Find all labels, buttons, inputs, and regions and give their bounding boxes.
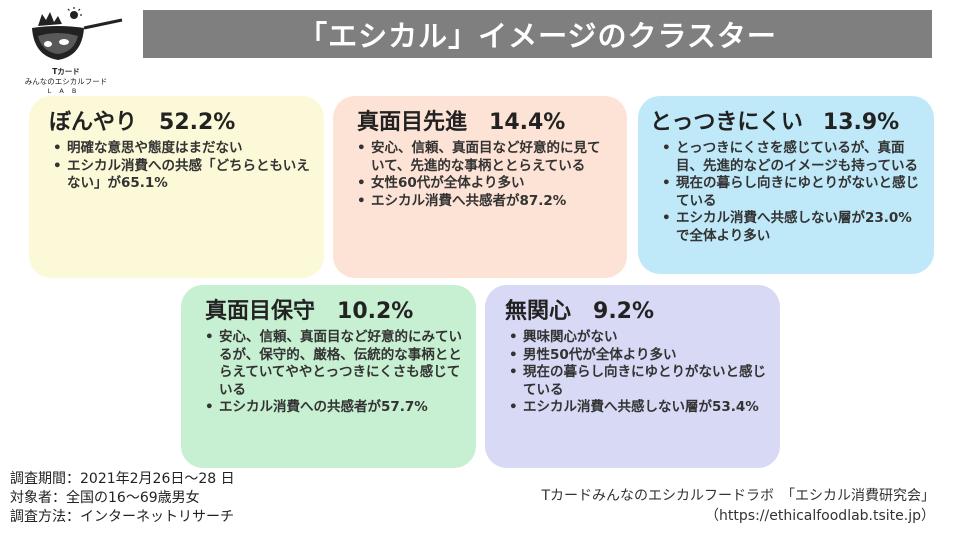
cluster-heading: ぼんやり 52.2% — [49, 104, 310, 136]
cluster-heading: 無関心 9.2% — [505, 293, 766, 325]
cluster-bullet-list: とっつきにくさを感じているが、真面目、先進的などのイメージも持っている 現在の暮… — [658, 140, 920, 245]
credit-line2: （https://ethicalfoodlab.tsite.jp） — [705, 508, 935, 524]
cluster-name: とっつきにくい — [650, 110, 803, 135]
cluster-bullet: 現在の暮らし向きにゆとりがないと感じている — [658, 175, 920, 210]
cluster-bullet: 安心、信頼、真面目など好意的にみているが、保守的、厳格、伝統的な事柄ととらえてい… — [201, 329, 462, 399]
survey-target: 対象者：全国の16～69歳男女 — [10, 490, 200, 506]
logo-line1: Tカード — [52, 67, 80, 76]
cluster-bullet-list: 明確な意思や態度はまだない エシカル消費への共感「どちらともいえない」が65.1… — [49, 140, 310, 193]
cluster-bullet: 安心、信頼、真面目など好意的に見ていて、先進的な事柄ととらえている — [353, 140, 613, 175]
cluster-name: 真面目保守 — [205, 299, 316, 324]
cluster-bullet: エシカル消費へ共感しない層が53.4% — [505, 399, 766, 417]
cluster-percent: 9.2% — [593, 299, 655, 324]
cluster-card-majime-senshin: 真面目先進 14.4% 安心、信頼、真面目など好意的に見ていて、先進的な事柄ととら… — [333, 96, 627, 278]
cluster-card-mukanshin: 無関心 9.2% 興味関心がない 男性50代が全体より多い 現在の暮らし向きにゆと… — [485, 285, 780, 468]
cluster-bullet: エシカル消費への共感者が57.7% — [201, 399, 462, 417]
cluster-name: ぼんやり — [49, 110, 138, 135]
pot-logo-icon — [32, 7, 123, 60]
cluster-bullet: エシカル消費へ共感しない層が23.0%で全体より多い — [658, 210, 920, 245]
credit-line1: Tカードみんなのエシカルフードラボ 「エシカル消費研究会」 — [541, 488, 935, 504]
cluster-bullet: 男性50代が全体より多い — [505, 347, 766, 365]
cluster-card-bonyari: ぼんやり 52.2% 明確な意思や態度はまだない エシカル消費への共感「どちらとも… — [29, 96, 324, 278]
cluster-bullet: 女性60代が全体より多い — [353, 175, 613, 193]
cluster-percent: 10.2% — [337, 299, 414, 324]
cluster-name: 真面目先進 — [357, 110, 468, 135]
logo-line3: LAB — [47, 87, 85, 95]
cluster-bullet: エシカル消費への共感「どちらともいえない」が65.1% — [49, 158, 310, 193]
survey-method: 調査方法：インターネットリサーチ — [10, 509, 234, 525]
cluster-heading: 真面目先進 14.4% — [353, 104, 613, 136]
cluster-heading: 真面目保守 10.2% — [201, 293, 462, 325]
cluster-bullet: 現在の暮らし向きにゆとりがないと感じている — [505, 364, 766, 399]
cluster-percent: 14.4% — [489, 110, 566, 135]
cluster-percent: 52.2% — [159, 110, 236, 135]
cluster-heading: とっつきにくい 13.9% — [650, 104, 920, 136]
logo-line2: みんなのエシカルフード — [24, 77, 108, 86]
cluster-bullet: とっつきにくさを感じているが、真面目、先進的などのイメージも持っている — [658, 140, 920, 175]
source-credit: Tカードみんなのエシカルフードラボ 「エシカル消費研究会」 （https://e… — [541, 486, 935, 526]
survey-period: 調査期間：2021年2月26日～28 日 — [10, 471, 235, 487]
cluster-bullet-list: 安心、信頼、真面目など好意的にみているが、保守的、厳格、伝統的な事柄ととらえてい… — [201, 329, 462, 417]
cluster-percent: 13.9% — [822, 110, 900, 135]
cluster-bullet-list: 安心、信頼、真面目など好意的に見ていて、先進的な事柄ととらえている 女性60代が… — [353, 140, 613, 210]
cluster-card-tottsukinikui: とっつきにくい 13.9% とっつきにくさを感じているが、真面目、先進的などのイメ… — [638, 96, 934, 274]
lab-logo: Tカード みんなのエシカルフード LAB — [16, 6, 128, 98]
survey-info: 調査期間：2021年2月26日～28 日 対象者：全国の16～69歳男女 調査方… — [10, 470, 235, 527]
cluster-bullet: 明確な意思や態度はまだない — [49, 140, 310, 158]
cluster-bullet: エシカル消費へ共感者が87.2% — [353, 193, 613, 211]
page-title: 「エシカル」イメージのクラスター — [143, 10, 932, 58]
cluster-card-majime-hoshu: 真面目保守 10.2% 安心、信頼、真面目など好意的にみているが、保守的、厳格、伝… — [181, 285, 476, 468]
cluster-bullet-list: 興味関心がない 男性50代が全体より多い 現在の暮らし向きにゆとりがないと感じて… — [505, 329, 766, 417]
cluster-name: 無関心 — [505, 299, 572, 324]
cluster-bullet: 興味関心がない — [505, 329, 766, 347]
